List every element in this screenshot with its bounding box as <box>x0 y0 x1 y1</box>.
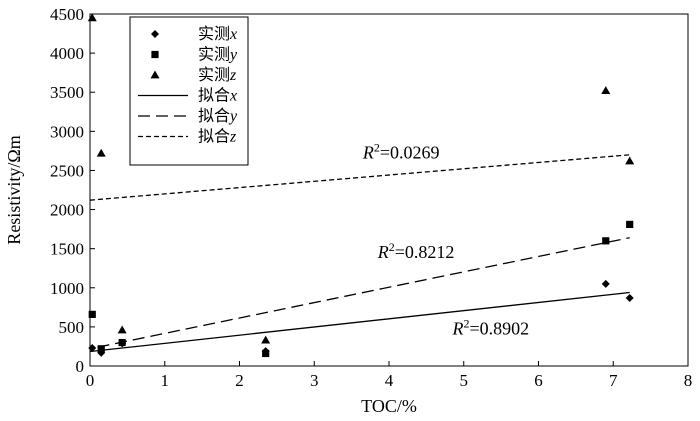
y-axis-ticks: 0 500 1000 1500 2000 2500 3000 3500 4000 4500 <box>50 5 95 376</box>
data-points <box>87 13 635 358</box>
legend-marker-x <box>151 30 159 38</box>
legend-box <box>129 16 249 166</box>
y-tick-label: 1000 <box>50 279 84 298</box>
x-tick-label: 8 <box>684 371 693 390</box>
legend-label-x: 实测x <box>198 25 237 43</box>
point-x <box>601 279 610 288</box>
x-tick-label: 0 <box>86 371 95 390</box>
legend-label-y: 实测y <box>198 46 238 64</box>
y-axis-label: Resistivity/Ωm <box>4 135 24 244</box>
point-z <box>96 148 106 157</box>
legend-label-fit-z: 拟合z <box>198 128 237 146</box>
legend-marker-y <box>151 50 159 59</box>
point-y <box>88 310 96 318</box>
legend-label-fit-y: 拟合y <box>198 107 238 125</box>
fit-line-x <box>89 291 630 353</box>
y-tick-label: 0 <box>76 357 85 376</box>
point-y <box>626 220 634 229</box>
fit-lines <box>89 154 630 353</box>
x-tick-label: 6 <box>534 371 543 390</box>
x-tick-label: 3 <box>310 371 319 390</box>
point-y <box>262 349 270 358</box>
x-tick-label: 2 <box>235 371 244 390</box>
x-axis-label: TOC/% <box>361 396 417 416</box>
y-tick-label: 2000 <box>50 201 84 220</box>
legend-label-z: 实测z <box>198 66 237 84</box>
point-y <box>97 345 105 353</box>
point-x <box>625 293 634 302</box>
legend-label-fit-x: 拟合x <box>198 87 237 105</box>
r2-annotations: R2=0.8902 R2=0.8212 R2=0.0269 <box>362 141 529 339</box>
point-z <box>117 325 127 334</box>
y-tick-label: 3000 <box>50 122 84 141</box>
point-y <box>118 338 126 347</box>
y-tick-label: 2500 <box>50 161 84 180</box>
point-z <box>261 335 271 344</box>
point-y <box>602 237 610 245</box>
point-z <box>625 156 635 165</box>
fit-line-z <box>89 154 630 201</box>
y-tick-label: 500 <box>59 318 85 337</box>
r2-label-z: R2=0.0269 <box>362 141 440 163</box>
legend: 实测x 实测y 实测z 拟合x 拟合y 拟合z <box>129 16 249 166</box>
x-axis-ticks: 0 1 2 3 4 5 6 7 8 <box>86 361 693 390</box>
r2-label-y: R2=0.8212 <box>377 240 455 262</box>
y-tick-label: 1500 <box>50 240 84 259</box>
x-tick-label: 7 <box>609 371 618 390</box>
x-tick-label: 4 <box>385 371 394 390</box>
y-tick-label: 3500 <box>50 83 84 102</box>
x-tick-label: 1 <box>161 371 170 390</box>
point-z <box>601 86 611 95</box>
fit-line-y <box>97 237 630 348</box>
x-tick-label: 5 <box>460 371 469 390</box>
r2-label-x: R2=0.8902 <box>452 317 530 339</box>
y-tick-label: 4500 <box>50 5 84 24</box>
legend-marker-z <box>150 70 160 79</box>
y-tick-label: 4000 <box>50 44 84 63</box>
